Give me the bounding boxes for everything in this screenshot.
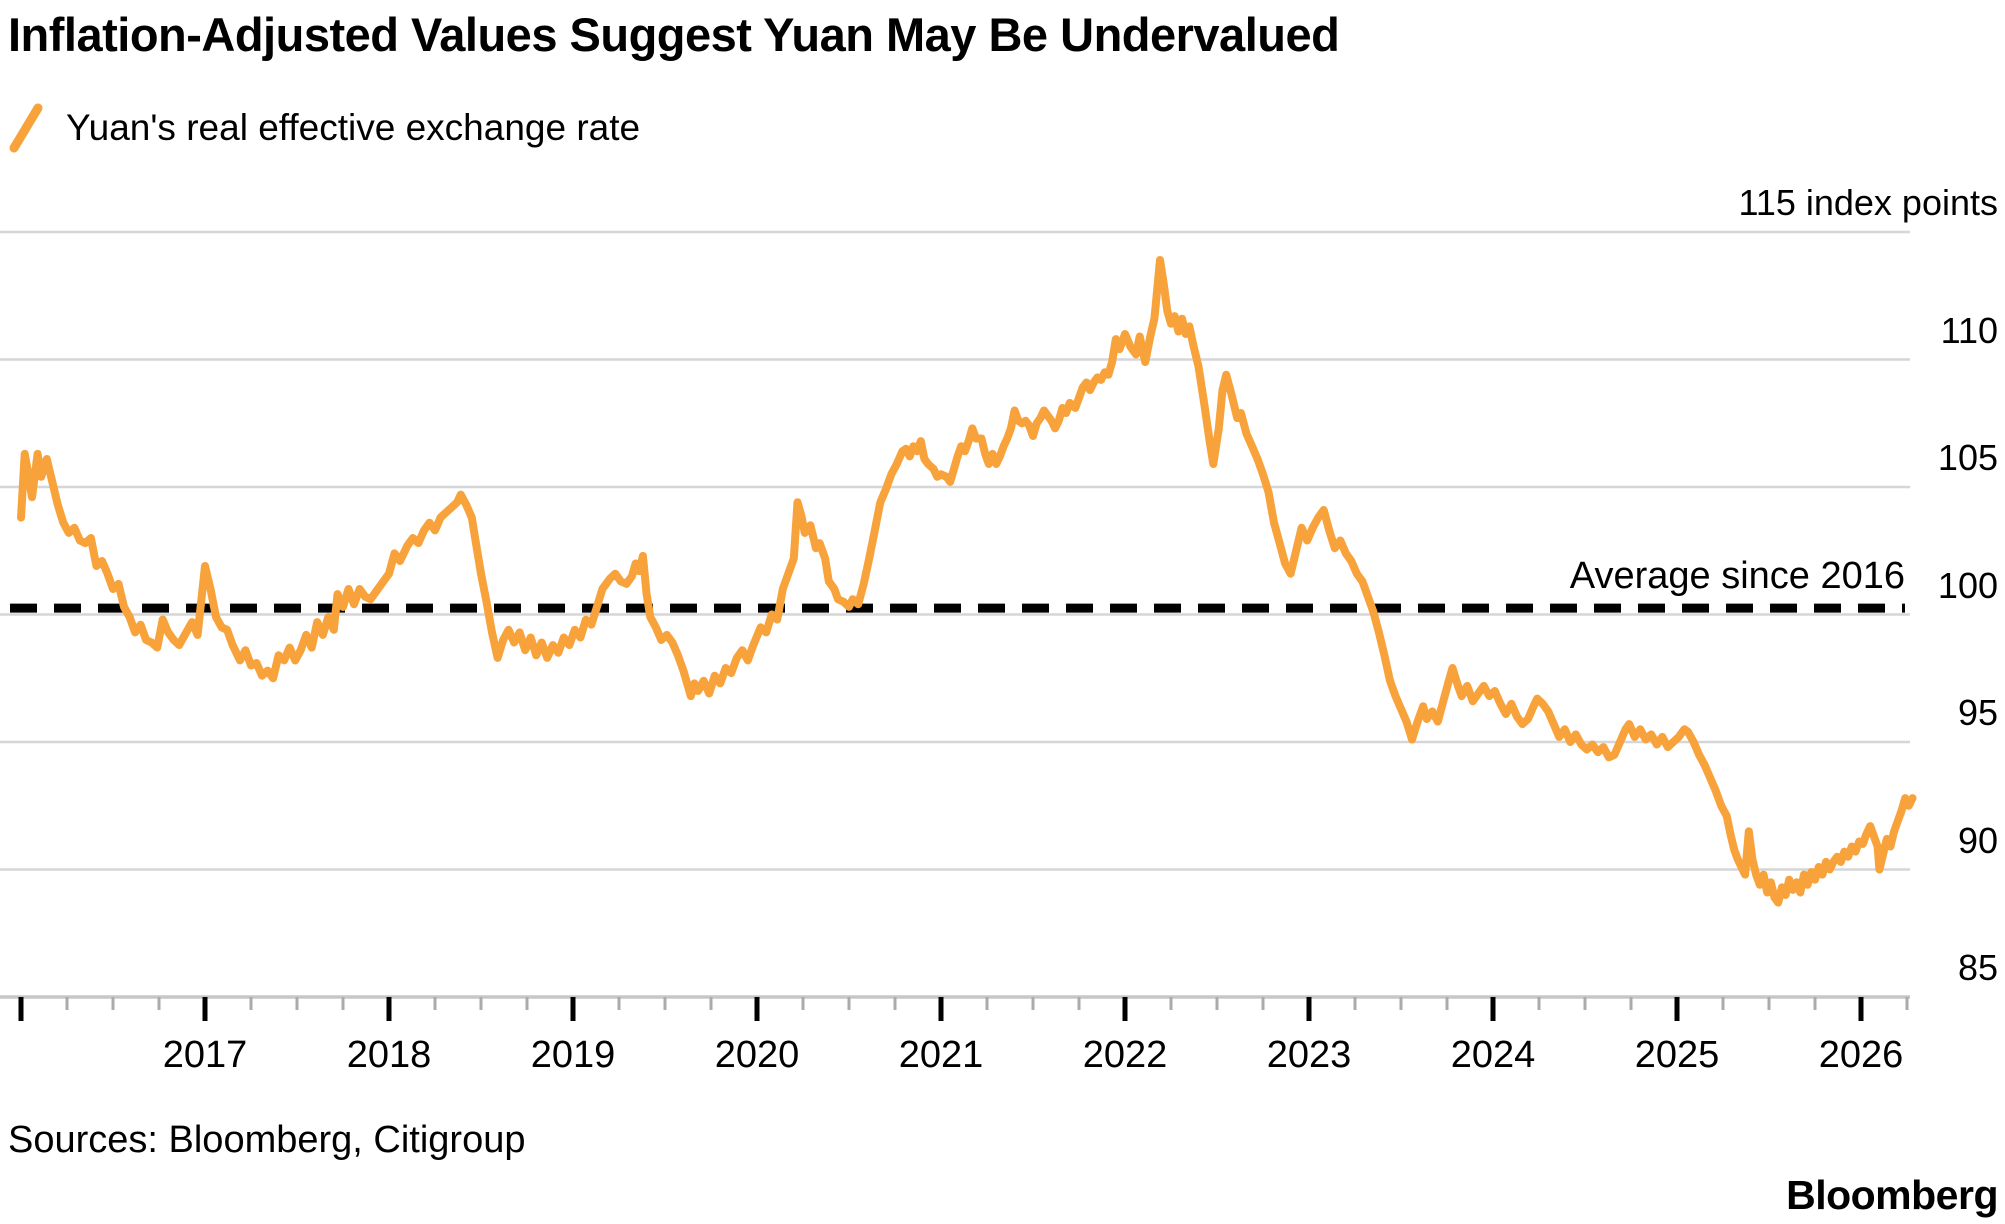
legend-slash-icon (9, 103, 43, 153)
brand-logo: Bloomberg (1786, 1172, 1998, 1218)
average-line-label: Average since 2016 (1569, 555, 1905, 597)
y-axis-label: 110 (1940, 309, 1998, 351)
x-axis-label: 2024 (1450, 1034, 1536, 1076)
legend: Yuan's real effective exchange rate (8, 100, 640, 156)
x-axis-label: 2020 (714, 1034, 800, 1076)
x-axis-label: 2019 (530, 1034, 616, 1076)
legend-label: Yuan's real effective exchange rate (66, 107, 641, 148)
x-axis-label: 2018 (346, 1034, 432, 1076)
sources-label: Sources: Bloomberg, Citigroup (8, 1119, 526, 1161)
y-axis-label: 85 (1957, 947, 1998, 988)
x-axis-label: 2022 (1082, 1034, 1168, 1076)
x-axis-label: 2021 (898, 1034, 984, 1076)
y-axis-label: 115 index points (1738, 182, 1998, 223)
series-line (17, 256, 1917, 907)
y-axis-label: 95 (1957, 692, 1998, 733)
chart-title: Inflation-Adjusted Values Suggest Yuan M… (8, 8, 1340, 61)
y-axis-label: 100 (1937, 564, 1998, 606)
x-axis-label: 2025 (1634, 1034, 1720, 1076)
y-axis-label: 90 (1957, 819, 1998, 861)
x-axis-label: 2023 (1266, 1034, 1352, 1076)
x-axis-label: 2017 (162, 1034, 248, 1076)
x-axis-label: 2026 (1818, 1034, 1904, 1076)
y-axis-label: 105 (1937, 437, 1998, 478)
